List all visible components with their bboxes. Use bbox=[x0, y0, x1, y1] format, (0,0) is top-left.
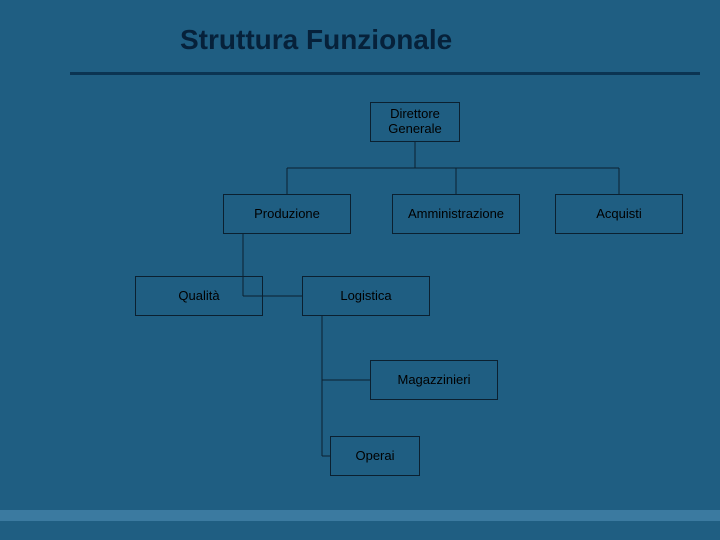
slide: Struttura Funzionale Direttore Generale P… bbox=[0, 0, 720, 540]
org-node-acq: Acquisti bbox=[555, 194, 683, 234]
org-node-prod: Produzione bbox=[223, 194, 351, 234]
org-node-amm: Amministrazione bbox=[392, 194, 520, 234]
org-node-log: Logistica bbox=[302, 276, 430, 316]
org-node-qual: Qualità bbox=[135, 276, 263, 316]
title-underline bbox=[70, 72, 700, 75]
slide-title: Struttura Funzionale bbox=[180, 24, 452, 56]
footer-bar bbox=[0, 510, 720, 521]
org-node-mag: Magazzinieri bbox=[370, 360, 498, 400]
org-node-op: Operai bbox=[330, 436, 420, 476]
org-node-dir: Direttore Generale bbox=[370, 102, 460, 142]
